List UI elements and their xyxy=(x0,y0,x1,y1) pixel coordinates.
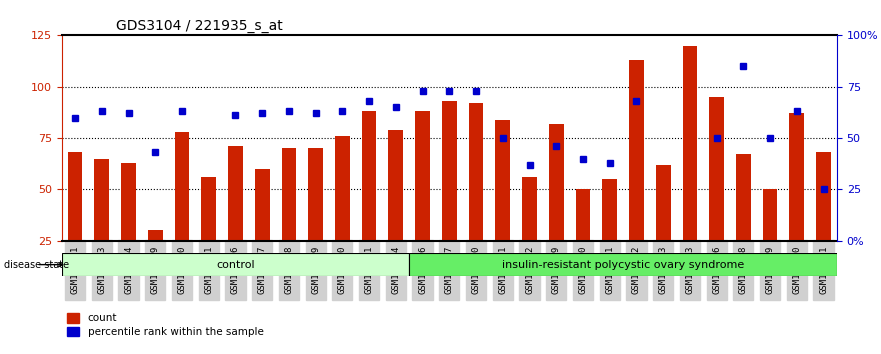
Bar xyxy=(62,253,409,276)
Text: control: control xyxy=(216,259,255,270)
Bar xyxy=(469,103,484,292)
Bar xyxy=(655,165,670,292)
Bar xyxy=(94,159,109,292)
Bar xyxy=(409,253,837,276)
Bar xyxy=(202,177,216,292)
Bar xyxy=(335,136,350,292)
Bar xyxy=(228,146,243,292)
Text: insulin-resistant polycystic ovary syndrome: insulin-resistant polycystic ovary syndr… xyxy=(502,259,744,270)
Bar xyxy=(255,169,270,292)
Bar xyxy=(522,177,537,292)
Bar xyxy=(575,189,590,292)
Bar xyxy=(683,46,697,292)
Bar xyxy=(415,112,430,292)
Bar xyxy=(816,153,831,292)
Bar xyxy=(68,153,83,292)
Bar xyxy=(389,130,403,292)
Bar xyxy=(442,101,456,292)
Bar xyxy=(789,113,804,292)
Bar xyxy=(495,120,510,292)
Bar xyxy=(148,230,163,292)
Bar xyxy=(362,112,376,292)
Bar xyxy=(629,60,644,292)
Bar xyxy=(549,124,564,292)
Text: GDS3104 / 221935_s_at: GDS3104 / 221935_s_at xyxy=(116,19,283,33)
Legend: count, percentile rank within the sample: count, percentile rank within the sample xyxy=(67,313,263,337)
Text: disease state: disease state xyxy=(4,259,69,270)
Bar xyxy=(709,97,724,292)
Bar xyxy=(763,189,777,292)
Bar xyxy=(603,179,617,292)
Bar xyxy=(736,154,751,292)
Bar xyxy=(174,132,189,292)
Bar xyxy=(308,148,323,292)
Bar xyxy=(282,148,296,292)
Bar xyxy=(122,163,136,292)
